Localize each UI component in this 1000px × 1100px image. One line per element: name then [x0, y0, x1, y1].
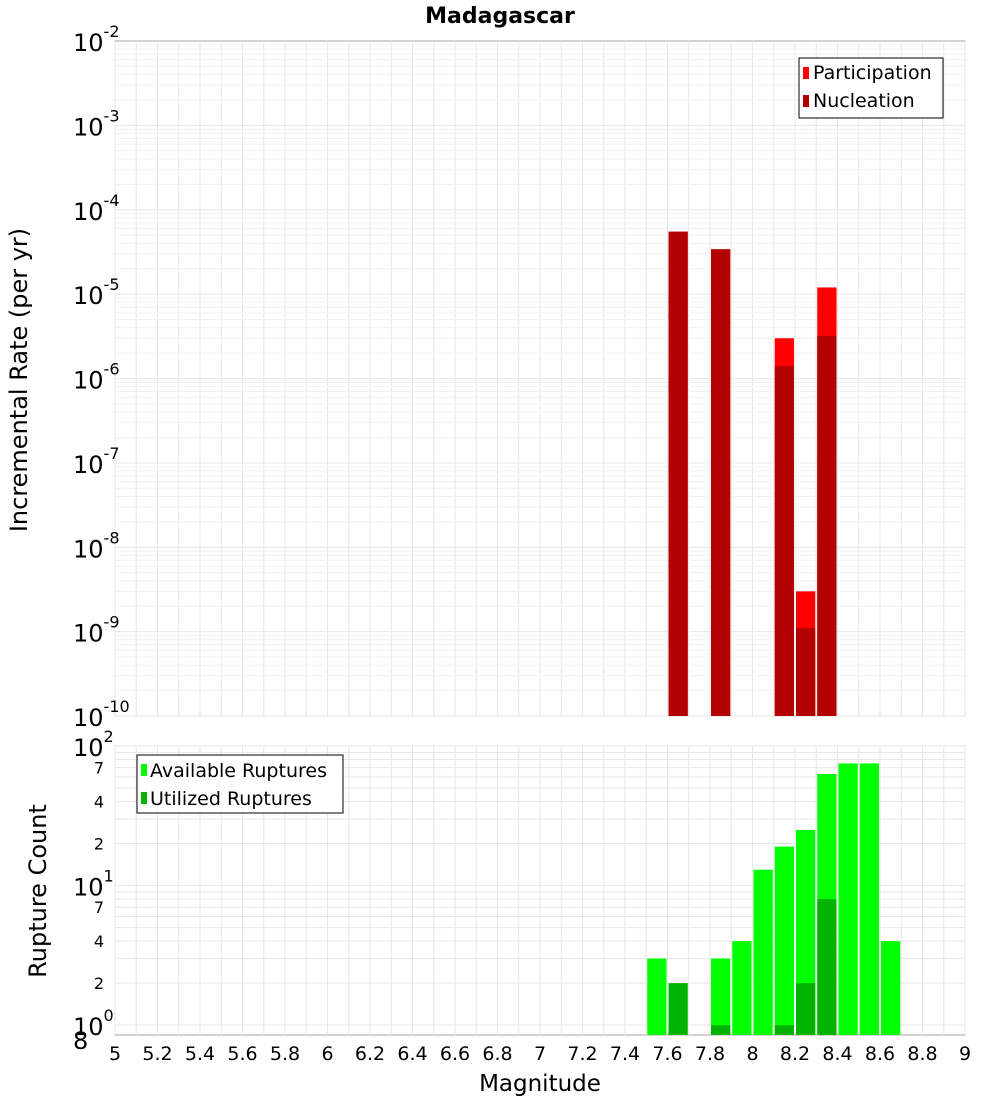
nucleation-bar	[668, 231, 688, 716]
rate-y-axis-ticks: 10-2 10-3 10-4 10-5 10-6 10-7 10-8 10-9 10-10	[73, 22, 130, 732]
rate-y-axis-label: Incremental Rate (per yr)	[5, 228, 33, 532]
rate-y-tick-label: 10-5	[73, 275, 120, 310]
legend-label-participation: Participation	[813, 62, 932, 84]
legend-label-available: Available Ruptures	[150, 760, 327, 782]
count-y-tick-label: 7	[94, 759, 104, 778]
count-y-tick-label: 4	[94, 932, 104, 951]
available-ruptures-bar	[774, 846, 794, 1035]
magnitude-x-tick-label: 7.2	[567, 1043, 597, 1065]
nucleation-bar	[711, 249, 731, 716]
magnitude-x-tick-label: 5.4	[185, 1043, 215, 1065]
magnitude-x-tick-label: 8.6	[865, 1043, 895, 1065]
magnitude-x-tick-label: 5	[109, 1043, 121, 1065]
magnitude-x-tick-label: 6	[321, 1043, 333, 1065]
utilized-ruptures-bar	[668, 983, 688, 1035]
rate-y-tick-label: 10-4	[73, 191, 120, 226]
magnitude-x-tick-label: 6.8	[482, 1043, 512, 1065]
legend-swatch-available	[141, 764, 147, 776]
legend-label-nucleation: Nucleation	[813, 90, 915, 112]
count-legend-box	[136, 754, 344, 814]
utilized-ruptures-bar	[796, 983, 816, 1035]
magnitude-x-tick-label: 9	[959, 1043, 971, 1065]
rate-y-tick-label: 10-9	[73, 613, 120, 648]
count-y-tick-label: 2	[94, 974, 104, 993]
utilized-ruptures-bar	[711, 1025, 731, 1035]
chart-title: Madagascar	[425, 4, 575, 29]
available-ruptures-bar	[647, 958, 667, 1035]
count-legend: Available Ruptures Utilized Ruptures	[136, 754, 344, 814]
magnitude-x-tick-label: 6.4	[397, 1043, 427, 1065]
magnitude-x-tick-label: 5.6	[227, 1043, 257, 1065]
magnitude-x-axis-label: Magnitude	[479, 1071, 601, 1097]
available-ruptures-bar	[732, 941, 752, 1035]
magnitude-x-tick-label: 7	[534, 1043, 546, 1065]
magnitude-x-tick-label: 8	[746, 1043, 758, 1065]
count-y-axis-label: Rupture Count	[24, 804, 52, 978]
rate-y-tick-label: 10-3	[73, 106, 120, 141]
magnitude-x-tick-label: 7.8	[695, 1043, 725, 1065]
legend-label-utilized: Utilized Ruptures	[150, 788, 312, 810]
nucleation-bar	[817, 335, 837, 716]
rate-legend-box	[798, 57, 944, 119]
rate-y-tick-label: 10-10	[73, 697, 130, 732]
count-y-tick-label: 4	[94, 793, 104, 812]
count-y-tick-label: 101	[73, 867, 114, 902]
legend-swatch-nucleation	[803, 95, 809, 107]
legend-swatch-utilized	[141, 792, 147, 804]
magnitude-x-tick-label: 8.8	[907, 1043, 937, 1065]
count-y-tick-label: 100	[73, 1006, 114, 1041]
rate-y-tick-label: 10-2	[73, 22, 120, 57]
rate-y-tick-label: 10-6	[73, 360, 120, 395]
magnitude-x-tick-label: 5.8	[270, 1043, 300, 1065]
available-ruptures-bar	[711, 958, 731, 1035]
rate-grid	[114, 41, 966, 717]
count-bars	[647, 763, 901, 1035]
magnitude-x-tick-label: 8.2	[780, 1043, 810, 1065]
utilized-ruptures-bar	[817, 899, 837, 1035]
count-y-tick-label: 2	[94, 835, 104, 854]
rate-bars	[668, 231, 837, 716]
rate-y-tick-label: 10-8	[73, 528, 120, 563]
available-ruptures-bar	[859, 763, 879, 1035]
utilized-ruptures-bar	[774, 1025, 794, 1035]
available-ruptures-bar	[753, 869, 773, 1035]
rate-legend: Participation Nucleation	[798, 57, 944, 119]
count-y-tick-label: 102	[73, 727, 114, 762]
available-ruptures-bar	[838, 763, 858, 1035]
count-grid	[114, 745, 966, 1035]
magnitude-x-axis-ticks: 5 5.2 5.4 5.6 5.8 6 6.2 6.4 6.6 6.8 7 7.2 7.4 7.6 7.8 8…	[109, 1043, 971, 1065]
magnitude-x-tick-label: 7.6	[652, 1043, 682, 1065]
magnitude-x-tick-label: 7.4	[610, 1043, 640, 1065]
rate-panel: 10-2 10-3 10-4 10-5 10-6 10-7 10-8 10-9 10-10 In…	[5, 22, 966, 732]
legend-swatch-participation	[803, 67, 809, 79]
magnitude-x-tick-label: 5.2	[142, 1043, 172, 1065]
available-ruptures-bar	[881, 941, 901, 1035]
magnitude-x-tick-label: 6.2	[355, 1043, 385, 1065]
magnitude-x-tick-label: 8.4	[822, 1043, 852, 1065]
count-y-tick-label: 8	[73, 1027, 88, 1055]
nucleation-bar	[774, 366, 794, 716]
count-y-tick-label: 7	[94, 898, 104, 917]
nucleation-bar	[796, 628, 816, 716]
magnitude-x-tick-label: 6.6	[440, 1043, 470, 1065]
rate-y-tick-label: 10-7	[73, 444, 120, 479]
